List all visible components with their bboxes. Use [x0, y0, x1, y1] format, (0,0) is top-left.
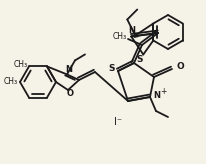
Text: N: N — [65, 65, 72, 74]
Text: CH₃: CH₃ — [112, 32, 126, 41]
Text: +: + — [159, 88, 165, 96]
Text: S: S — [108, 64, 115, 73]
Text: N: N — [127, 26, 134, 35]
Text: O: O — [175, 62, 183, 72]
Text: CH₃: CH₃ — [14, 60, 28, 69]
Text: I⁻: I⁻ — [114, 117, 121, 127]
Text: N: N — [153, 92, 160, 101]
Text: S: S — [135, 55, 142, 64]
Text: O: O — [66, 90, 73, 99]
Text: CH₃: CH₃ — [4, 78, 18, 86]
